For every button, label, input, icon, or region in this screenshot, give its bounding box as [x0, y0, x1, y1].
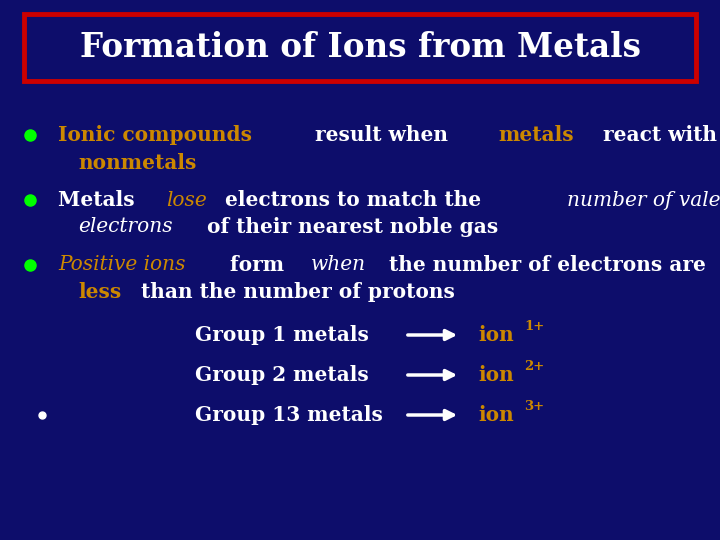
Text: less: less — [78, 282, 121, 302]
Text: form: form — [222, 255, 291, 275]
Text: 3+: 3+ — [524, 400, 544, 413]
Text: metals: metals — [498, 125, 574, 145]
Text: Group 13 metals: Group 13 metals — [195, 405, 383, 425]
Text: Positive ions: Positive ions — [58, 255, 186, 274]
Text: the number of electrons are: the number of electrons are — [382, 255, 706, 275]
Text: result when: result when — [308, 125, 455, 145]
Text: when: when — [310, 255, 366, 274]
Text: electrons: electrons — [78, 218, 173, 237]
Text: Group 1 metals: Group 1 metals — [195, 325, 369, 345]
Text: number of valence: number of valence — [567, 191, 720, 210]
Text: react with: react with — [595, 125, 716, 145]
Text: of their nearest noble gas: of their nearest noble gas — [200, 217, 498, 237]
Text: ion: ion — [478, 365, 514, 385]
Text: Group 2 metals: Group 2 metals — [195, 365, 369, 385]
Text: lose: lose — [166, 191, 207, 210]
Text: 1+: 1+ — [524, 320, 544, 333]
Text: than the number of protons: than the number of protons — [134, 282, 455, 302]
Text: Formation of Ions from Metals: Formation of Ions from Metals — [79, 31, 641, 64]
FancyBboxPatch shape — [24, 14, 696, 81]
Text: ion: ion — [478, 325, 514, 345]
Text: ion: ion — [478, 405, 514, 425]
Text: electrons to match the: electrons to match the — [218, 190, 489, 210]
Text: 2+: 2+ — [524, 360, 544, 373]
Text: Metals: Metals — [58, 190, 142, 210]
Text: nonmetals: nonmetals — [78, 153, 197, 173]
Text: Ionic compounds: Ionic compounds — [58, 125, 252, 145]
